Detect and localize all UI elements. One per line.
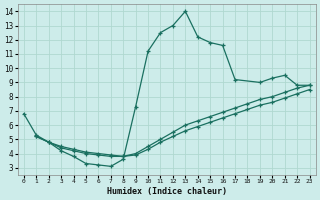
- X-axis label: Humidex (Indice chaleur): Humidex (Indice chaleur): [107, 187, 227, 196]
